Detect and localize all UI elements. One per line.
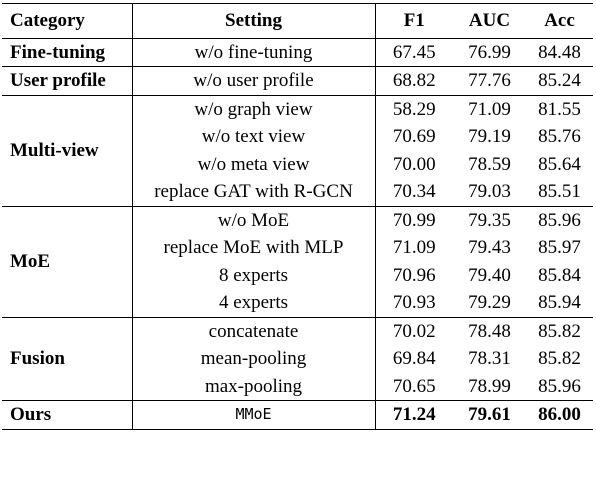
setting-cell: 4 experts (132, 289, 376, 317)
setting-cell: w/o graph view (132, 94, 376, 123)
setting-cell: max-pooling (132, 372, 376, 401)
auc-cell: 78.31 (468, 348, 511, 369)
table-row: Multi-view w/o graph view 58.29 71.09 81.55 (2, 94, 593, 206)
auc-cell: 79.40 (468, 264, 511, 286)
f1-cell: 70.69 (392, 126, 436, 147)
table-row: w/o text view 70.69 79.19 85.76 (2, 123, 593, 151)
category-cell: Fine-tuning (2, 37, 133, 67)
f1-cell: 70.34 (392, 181, 436, 202)
ours-acc-cell: 86.00 (526, 400, 593, 430)
table-body: Fine-tuning w/o fine-tuning 67.45 76.99 84.4… (2, 37, 593, 430)
category-cell: User profile (2, 66, 133, 95)
table-row: mean-pooling 69.84 78.31 85.82 (2, 345, 593, 373)
f1-cell: 70.65 (392, 375, 436, 397)
header-auc: AUC (453, 3, 526, 38)
setting-cell: replace GAT with R-GCN (132, 178, 376, 206)
acc-cell: 81.55 (526, 94, 593, 123)
auc-cell: 79.35 (453, 205, 526, 234)
setting-cell: w/o meta view (132, 150, 376, 178)
f1-cell: 68.82 (375, 66, 453, 95)
acc-cell: 85.24 (526, 66, 593, 95)
acc-cell: 85.84 (538, 264, 581, 286)
f1-cell: 70.99 (375, 205, 453, 234)
acc-cell: 85.82 (526, 316, 593, 345)
table-row: w/o meta view 70.00 78.59 85.64 (2, 150, 593, 178)
auc-cell: 78.48 (453, 316, 526, 345)
acc-cell: 85.64 (538, 153, 581, 175)
auc-cell: 71.09 (453, 94, 526, 123)
f1-cell: 70.93 (392, 292, 436, 313)
category-cell: Multi-view (2, 94, 133, 206)
acc-cell: 85.94 (538, 292, 581, 313)
auc-cell: 78.99 (468, 375, 511, 397)
setting-cell: replace MoE with MLP (132, 234, 376, 262)
ours-auc-cell: 79.61 (453, 400, 526, 430)
auc-cell: 79.03 (468, 181, 511, 202)
f1-cell: 71.09 (392, 237, 436, 258)
setting-cell: w/o MoE (132, 205, 376, 234)
header-row: Category Setting F1 AUC Acc (2, 3, 593, 38)
table-row: MoE w/o MoE 70.99 79.35 85.96 (2, 205, 593, 317)
ours-row: Ours MMoE 71.24 79.61 86.00 (2, 400, 593, 430)
ours-f1-cell: 71.24 (375, 400, 453, 430)
auc-cell: 77.76 (453, 66, 526, 95)
acc-cell: 85.96 (526, 205, 593, 234)
ablation-results-table: Category Setting F1 AUC Acc Fine-tuning w… (2, 3, 593, 430)
setting-cell: mean-pooling (132, 345, 376, 373)
auc-cell: 79.43 (468, 237, 511, 258)
table-row: User profile w/o user profile 68.82 77.76 85… (2, 66, 593, 95)
setting-cell: w/o user profile (132, 66, 376, 95)
f1-cell: 70.02 (375, 316, 453, 345)
header-setting: Setting (132, 3, 376, 38)
table-row: replace GAT with R-GCN 70.34 79.03 85.51 (2, 178, 593, 206)
acc-cell: 85.97 (538, 237, 581, 258)
f1-cell: 58.29 (375, 94, 453, 123)
table-row: max-pooling 70.65 78.99 85.96 (2, 372, 593, 401)
setting-cell: concatenate (132, 316, 376, 345)
table-row: Fine-tuning w/o fine-tuning 67.45 76.99 84.4… (2, 37, 593, 67)
auc-cell: 79.29 (468, 292, 511, 313)
category-cell: Fusion (2, 316, 133, 401)
f1-cell: 70.00 (392, 153, 436, 175)
acc-cell: 84.48 (526, 37, 593, 67)
f1-cell: 70.96 (392, 264, 436, 286)
setting-cell: 8 experts (132, 261, 376, 289)
auc-cell: 79.19 (468, 126, 511, 147)
ours-category-cell: Ours (2, 400, 133, 430)
table-row: replace MoE with MLP 71.09 79.43 85.97 (2, 234, 593, 262)
acc-cell: 85.76 (538, 126, 581, 147)
ours-setting-cell: MMoE (132, 400, 376, 430)
auc-cell: 78.59 (468, 153, 511, 175)
header-category: Category (2, 3, 133, 38)
f1-cell: 67.45 (375, 37, 453, 67)
header-acc: Acc (526, 3, 593, 38)
table-row: 8 experts 70.96 79.40 85.84 (2, 261, 593, 289)
setting-cell: w/o fine-tuning (132, 37, 376, 67)
f1-cell: 69.84 (392, 348, 436, 369)
auc-cell: 76.99 (453, 37, 526, 67)
header-f1: F1 (375, 3, 453, 38)
acc-cell: 85.82 (538, 348, 581, 369)
table-row: 4 experts 70.93 79.29 85.94 (2, 289, 593, 317)
category-cell: MoE (2, 205, 133, 317)
table-row: Fusion concatenate 70.02 78.48 85.82 (2, 316, 593, 401)
setting-cell: w/o text view (132, 123, 376, 151)
acc-cell: 85.51 (538, 181, 581, 202)
acc-cell: 85.96 (538, 375, 581, 397)
